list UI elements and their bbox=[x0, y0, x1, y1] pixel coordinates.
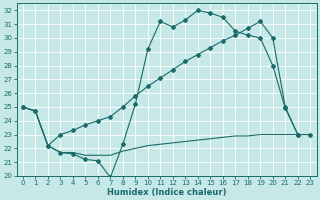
X-axis label: Humidex (Indice chaleur): Humidex (Indice chaleur) bbox=[107, 188, 226, 197]
